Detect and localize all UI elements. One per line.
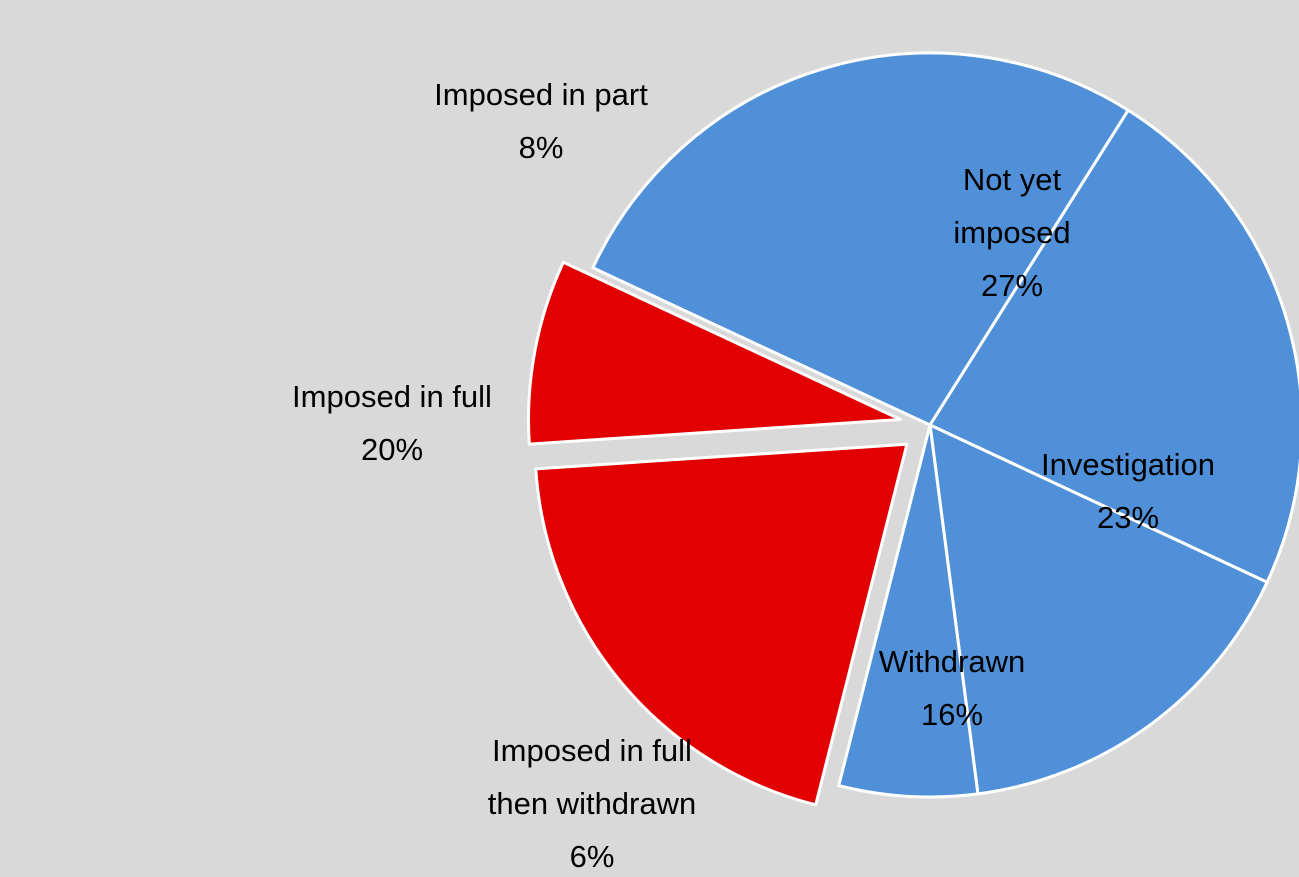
slice-label-withdrawn: Withdrawn 16%	[879, 644, 1025, 732]
pie-slice-withdrawn	[928, 423, 1269, 796]
slice-label-imposed-in-part: Imposed in part 8%	[434, 77, 648, 165]
slice-label-imposed-in-full-then-withdrawn: Imposed in full then withdrawn 6%	[488, 733, 697, 874]
pie-slice-imposed-in-full-then-withdrawn	[837, 423, 980, 799]
slice-category-label: Investigation	[1041, 447, 1215, 482]
slice-category-label: Not yet	[963, 162, 1062, 197]
pie-slices	[527, 51, 1299, 807]
slice-category-label: then withdrawn	[488, 786, 697, 821]
slice-category-label: Imposed in full	[292, 379, 492, 414]
slice-label-investigation: Investigation 23%	[1041, 447, 1215, 535]
slice-value-label: 20%	[361, 432, 423, 467]
slice-value-label: 16%	[921, 697, 983, 732]
slice-category-label: Imposed in part	[434, 77, 648, 112]
slice-category-label: imposed	[953, 215, 1070, 250]
slice-value-label: 6%	[570, 839, 615, 874]
pie-slice-imposed-in-full	[534, 442, 909, 807]
slice-value-label: 23%	[1097, 500, 1159, 535]
pie-slice-not-yet-imposed	[591, 51, 1130, 427]
slice-category-label: Imposed in full	[492, 733, 692, 768]
slice-label-not-yet-imposed: Not yet imposed 27%	[953, 162, 1070, 303]
slice-value-label: 8%	[519, 130, 564, 165]
pie-slice-investigation	[928, 108, 1299, 584]
slice-labels: Not yet imposed 27% Investigation 23% Withdra…	[292, 77, 1215, 874]
pie-slice-imposed-in-part	[527, 260, 903, 446]
slice-value-label: 27%	[981, 268, 1043, 303]
slice-label-imposed-in-full: Imposed in full 20%	[292, 379, 492, 467]
slice-category-label: Withdrawn	[879, 644, 1025, 679]
